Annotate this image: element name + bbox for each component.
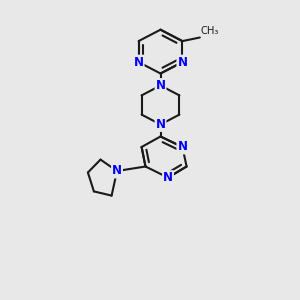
Text: N: N (155, 118, 166, 131)
Text: N: N (155, 79, 166, 92)
Text: N: N (134, 56, 144, 69)
Text: N: N (177, 140, 188, 154)
Text: N: N (177, 56, 188, 69)
Text: N: N (163, 171, 173, 184)
Text: N: N (112, 164, 122, 178)
Text: CH₃: CH₃ (201, 26, 219, 36)
